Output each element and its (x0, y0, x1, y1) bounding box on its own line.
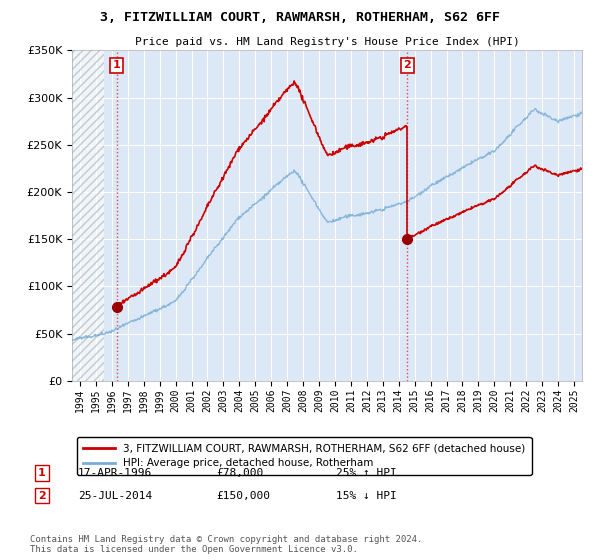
Text: 15% ↓ HPI: 15% ↓ HPI (336, 491, 397, 501)
Text: 25% ↑ HPI: 25% ↑ HPI (336, 468, 397, 478)
Text: £78,000: £78,000 (216, 468, 263, 478)
Text: 1: 1 (113, 60, 121, 71)
Title: Price paid vs. HM Land Registry's House Price Index (HPI): Price paid vs. HM Land Registry's House … (134, 37, 520, 47)
Text: 25-JUL-2014: 25-JUL-2014 (78, 491, 152, 501)
Text: 2: 2 (404, 60, 412, 71)
Text: Contains HM Land Registry data © Crown copyright and database right 2024.
This d: Contains HM Land Registry data © Crown c… (30, 535, 422, 554)
Text: £150,000: £150,000 (216, 491, 270, 501)
Text: 2: 2 (38, 491, 46, 501)
Bar (72, 50, 104, 381)
Legend: 3, FITZWILLIAM COURT, RAWMARSH, ROTHERHAM, S62 6FF (detached house), HPI: Averag: 3, FITZWILLIAM COURT, RAWMARSH, ROTHERHA… (77, 437, 532, 475)
Text: 3, FITZWILLIAM COURT, RAWMARSH, ROTHERHAM, S62 6FF: 3, FITZWILLIAM COURT, RAWMARSH, ROTHERHA… (100, 11, 500, 24)
Text: 1: 1 (38, 468, 46, 478)
Text: 17-APR-1996: 17-APR-1996 (78, 468, 152, 478)
